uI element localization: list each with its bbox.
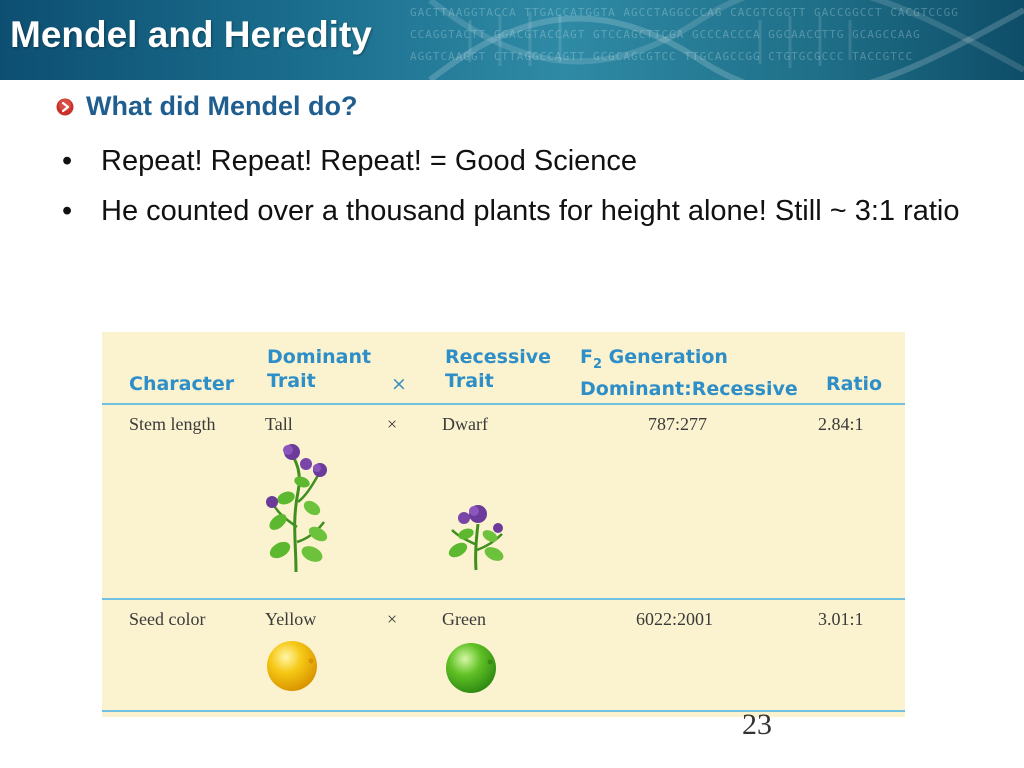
header-cross: ×	[391, 373, 407, 395]
bullet-text: Repeat! Repeat! Repeat! = Good Science	[101, 145, 638, 177]
row2-f2: 6022:2001	[636, 609, 714, 629]
header-dominant-line2: Trait	[267, 370, 316, 392]
bullet-item: • Repeat! Repeat! Repeat! = Good Science	[54, 142, 994, 181]
sequence-texture: AGGTCAAGGT CTTAGGCCAGTT GCGCAGCGTCC TTGC…	[410, 50, 914, 63]
row1-f2: 787:277	[648, 414, 708, 434]
green-seed-icon	[446, 643, 496, 693]
row2-ratio: 3.01:1	[818, 609, 864, 629]
mendel-results-table: Character Dominant Trait × Recessive Tra…	[102, 332, 905, 717]
row1-cross: ×	[387, 414, 398, 434]
bullet-dot-icon: •	[62, 195, 73, 227]
table-rule	[102, 403, 905, 405]
header-ratio: Ratio	[826, 373, 883, 395]
header-f2-rest: Generation	[602, 346, 728, 368]
row2-recessive: Green	[442, 609, 486, 629]
dna-helix-icon	[428, 0, 1024, 80]
row2-dominant: Yellow	[265, 609, 317, 629]
sequence-texture: GACTTAAGGTACCA TTGACCATGGTA AGCCTAGGCCCA…	[410, 6, 959, 19]
header-character: Character	[129, 373, 235, 395]
header-recessive: Recessive Trait	[445, 345, 551, 393]
slide-subtitle: What did Mendel do?	[86, 91, 358, 121]
row1-dominant: Tall	[265, 414, 293, 434]
header-f2-line2: Dominant:Recessive	[580, 377, 798, 400]
table-rule	[102, 598, 905, 600]
row1-ratio: 2.84:1	[818, 414, 864, 434]
dwarf-pea-plant-icon	[448, 505, 504, 571]
bullet-dot-icon: •	[62, 145, 73, 177]
header-f2-prefix: F	[580, 346, 593, 368]
row1-character: Stem length	[129, 414, 216, 434]
row2-character: Seed color	[129, 609, 206, 629]
yellow-seed-icon	[267, 641, 317, 691]
header-f2-sub: 2	[592, 356, 603, 372]
header-banner: GACTTAAGGTACCA TTGACCATGGTA AGCCTAGGCCCA…	[0, 0, 1024, 80]
row2-cross: ×	[387, 609, 398, 629]
header-dominant: Dominant Trait	[267, 345, 371, 393]
bullet-list: • Repeat! Repeat! Repeat! = Good Science …	[54, 142, 994, 242]
tall-pea-plant-icon	[266, 444, 328, 573]
sequence-texture: CCAGGTACTT GGACGTACCAGT GTCCAGCTTCGA GCC…	[410, 28, 921, 41]
header-recessive-line2: Trait	[445, 370, 494, 392]
header-f2: F2 Generation Dominant:Recessive	[580, 345, 798, 401]
header-dominant-line1: Dominant	[267, 346, 372, 368]
red-circle-arrow-icon	[56, 98, 74, 116]
page-number: 23	[742, 708, 772, 741]
row1-recessive: Dwarf	[442, 414, 488, 434]
bullet-item: • He counted over a thousand plants for h…	[54, 192, 994, 231]
table-rule	[102, 710, 905, 712]
bullet-text: He counted over a thousand plants for he…	[101, 195, 960, 227]
header-recessive-line1: Recessive	[445, 346, 552, 368]
page-title: Mendel and Heredity	[10, 14, 372, 55]
